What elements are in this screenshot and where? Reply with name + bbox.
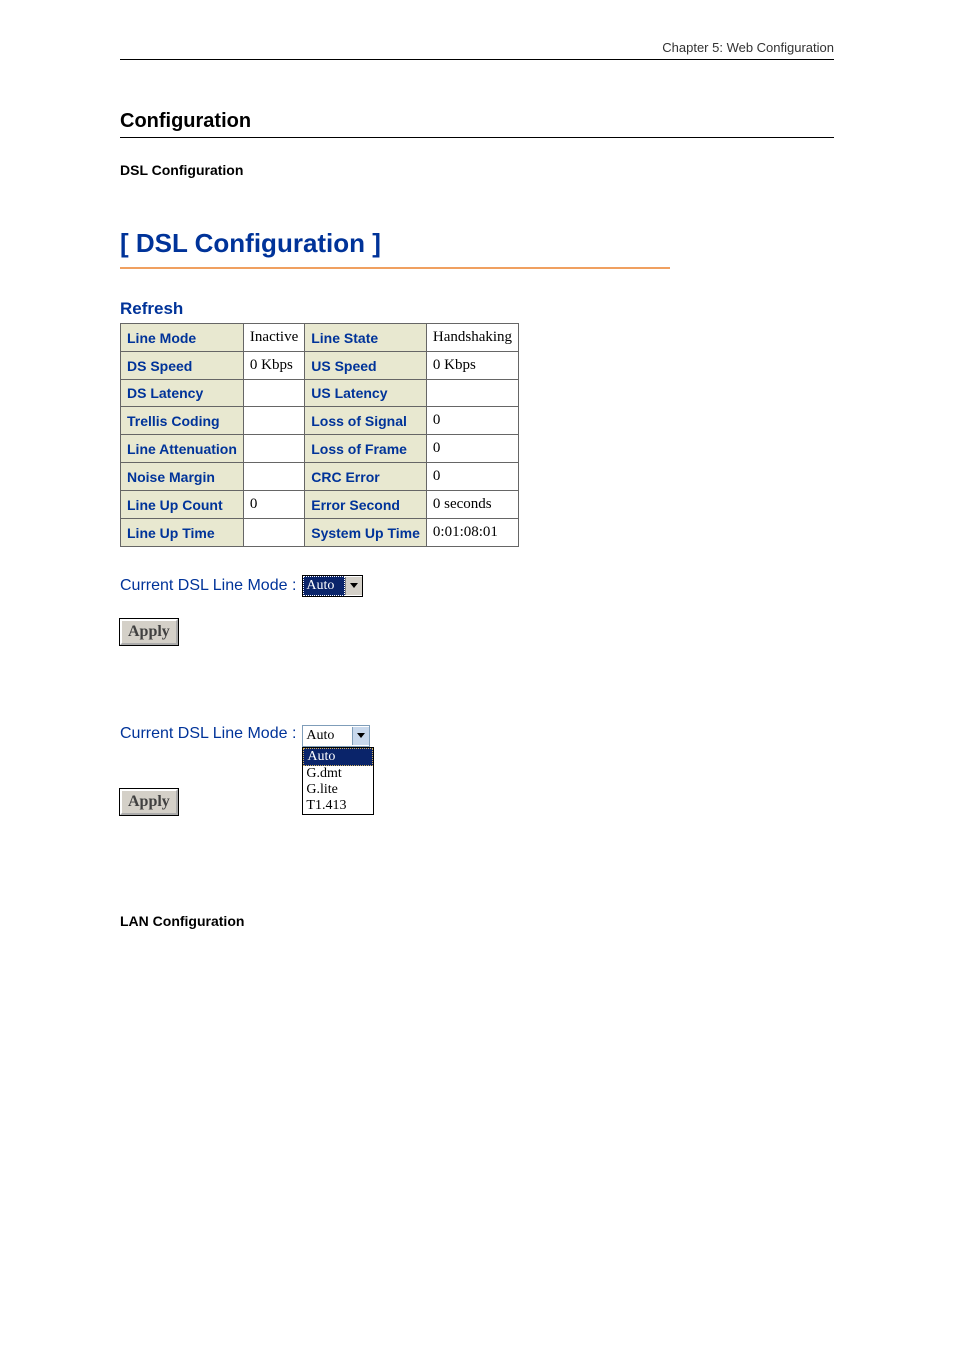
table-value: 0 — [243, 491, 304, 519]
table-label: DS Speed — [121, 352, 244, 380]
table-value: 0:01:08:01 — [426, 519, 518, 547]
line-mode-label-2: Current DSL Line Mode : — [120, 725, 296, 743]
line-mode-selected-value: Auto — [303, 576, 345, 596]
table-value — [426, 380, 518, 407]
table-row: Trellis Coding Loss of Signal0 — [121, 407, 519, 435]
dsl-status-table: Line ModeInactiveLine StateHandshakingDS… — [120, 323, 519, 547]
section-title: Configuration — [120, 110, 834, 138]
line-mode-label: Current DSL Line Mode : — [120, 577, 296, 595]
table-label: Line State — [305, 324, 427, 352]
line-mode-select-open[interactable]: Auto — [302, 725, 370, 747]
table-value — [243, 407, 304, 435]
table-row: DS Speed0 KbpsUS Speed0 Kbps — [121, 352, 519, 380]
table-value: 0 Kbps — [243, 352, 304, 380]
table-label: US Speed — [305, 352, 427, 380]
table-label: Error Second — [305, 491, 427, 519]
table-value — [243, 435, 304, 463]
table-label: CRC Error — [305, 463, 427, 491]
table-value: 0 — [426, 435, 518, 463]
chapter-header: Chapter 5: Web Configuration — [120, 40, 834, 60]
table-value: Inactive — [243, 324, 304, 352]
table-value: 0 — [426, 463, 518, 491]
apply-button-2[interactable]: Apply — [120, 789, 178, 815]
table-value: 0 seconds — [426, 491, 518, 519]
table-value — [243, 463, 304, 491]
table-row: Line Up Count0Error Second0 seconds — [121, 491, 519, 519]
dsl-subsection-title: DSL Configuration — [120, 162, 834, 178]
table-label: Line Attenuation — [121, 435, 244, 463]
panel-divider — [120, 267, 670, 269]
table-row: Line Up Time System Up Time0:01:08:01 — [121, 519, 519, 547]
table-value: Handshaking — [426, 324, 518, 352]
table-value — [243, 519, 304, 547]
line-mode-selected-value-2: Auto — [303, 727, 352, 745]
table-label: Loss of Signal — [305, 407, 427, 435]
table-value: 0 — [426, 407, 518, 435]
table-label: Trellis Coding — [121, 407, 244, 435]
panel-title: [ DSL Configuration ] — [120, 228, 834, 259]
chevron-down-icon — [352, 727, 369, 745]
table-label: Loss of Frame — [305, 435, 427, 463]
table-row: Line Attenuation Loss of Frame0 — [121, 435, 519, 463]
table-label: System Up Time — [305, 519, 427, 547]
table-value — [243, 380, 304, 407]
table-label: Noise Margin — [121, 463, 244, 491]
table-label: Line Mode — [121, 324, 244, 352]
table-label: Line Up Time — [121, 519, 244, 547]
line-mode-option[interactable]: Auto — [303, 748, 373, 766]
table-row: Line ModeInactiveLine StateHandshaking — [121, 324, 519, 352]
chevron-down-icon — [345, 577, 362, 595]
table-label: Line Up Count — [121, 491, 244, 519]
table-value: 0 Kbps — [426, 352, 518, 380]
refresh-link[interactable]: Refresh — [120, 299, 183, 319]
table-label: US Latency — [305, 380, 427, 407]
table-row: Noise Margin CRC Error0 — [121, 463, 519, 491]
table-label: DS Latency — [121, 380, 244, 407]
line-mode-select[interactable]: Auto — [302, 575, 363, 597]
apply-button[interactable]: Apply — [120, 619, 178, 645]
table-row: DS Latency US Latency — [121, 380, 519, 407]
lan-subsection-title: LAN Configuration — [120, 913, 834, 929]
